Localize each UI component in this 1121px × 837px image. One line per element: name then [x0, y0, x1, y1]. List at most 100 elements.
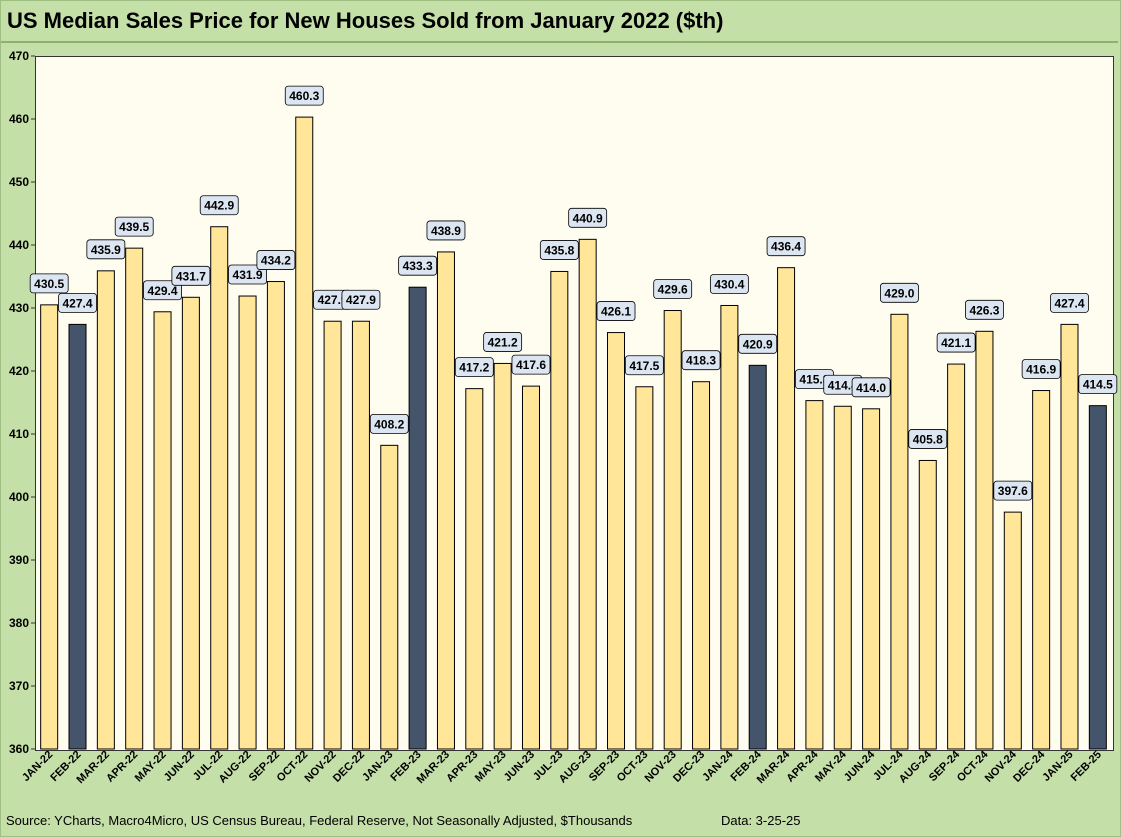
bar: [890, 313, 909, 750]
bar: [862, 408, 881, 750]
data-label: 431.7: [176, 269, 206, 283]
data-label-box: [851, 377, 891, 398]
data-label: 397.6: [998, 484, 1028, 498]
data-label: 418.3: [686, 354, 716, 368]
x-tick-label: AUG-24: [897, 748, 935, 786]
bar: [436, 251, 455, 750]
data-label: 405.8: [913, 432, 943, 446]
bar: [1003, 511, 1022, 750]
bar: [380, 444, 399, 750]
bar: [465, 388, 484, 750]
data-label: 426.3: [969, 303, 999, 317]
bar: [210, 226, 229, 750]
x-tick-label: DEC-23: [671, 749, 707, 785]
data-label-box: [965, 299, 1004, 320]
y-tick-label: 400: [9, 490, 29, 504]
data-label: 430.4: [714, 277, 744, 291]
bar: [323, 320, 342, 750]
x-tick-label: JUN-22: [162, 749, 197, 784]
data-label-box: [369, 413, 409, 434]
bar: [238, 295, 257, 750]
data-label-box: [454, 357, 494, 378]
bar: [578, 238, 597, 750]
data-label-box: [908, 429, 948, 449]
data-label: 460.3: [289, 89, 319, 103]
bar: [777, 267, 796, 750]
bar: [1060, 323, 1079, 750]
data-label-box: [86, 239, 126, 260]
x-tick-label: JUN-24: [842, 748, 878, 784]
data-label: 439.5: [119, 220, 149, 234]
data-label: 420.9: [743, 337, 773, 351]
bar: [833, 405, 852, 750]
data-label-box: [709, 274, 749, 294]
data-label: 429.0: [884, 286, 914, 300]
data-label: 417.6: [516, 358, 546, 372]
data-label-box: [738, 333, 778, 354]
data-label-box: [1050, 292, 1089, 313]
source-note: Source: YCharts, Macro4Micro, US Census …: [6, 813, 633, 828]
data-label: 427.4: [62, 296, 92, 310]
bar: [635, 386, 654, 750]
data-label-box: [1021, 359, 1061, 379]
bar: [68, 323, 87, 750]
data-label: 435.8: [544, 243, 574, 257]
x-tick-label: DEC-24: [1011, 748, 1048, 785]
bar: [720, 304, 739, 750]
bar: [663, 310, 682, 750]
x-tick-label: JUN-23: [502, 749, 537, 784]
data-label: 417.2: [459, 361, 489, 375]
data-date: Data: 3-25-25: [721, 813, 801, 828]
data-label-box: [426, 220, 466, 241]
y-tick-label: 430: [9, 301, 29, 315]
data-label-box: [284, 85, 324, 106]
data-label-box: [256, 250, 296, 270]
data-label-box: [766, 236, 806, 257]
x-tick-label: MAY-24: [813, 748, 849, 784]
data-label: 416.9: [1026, 363, 1056, 377]
bar: [947, 363, 966, 750]
bar: [266, 281, 285, 750]
bar: [295, 116, 314, 750]
data-label: 421.1: [941, 336, 971, 350]
data-label: 430.5: [34, 277, 64, 291]
data-label: 435.9: [91, 243, 121, 257]
x-tick-label: MAY-22: [133, 749, 169, 785]
data-label-box: [143, 280, 182, 301]
data-label-box: [114, 216, 154, 237]
data-label-box: [653, 279, 693, 299]
data-label-box: [341, 289, 381, 310]
x-tick-label: FEB-25: [1069, 749, 1104, 784]
y-tick-label: 460: [9, 112, 29, 126]
data-label: 442.9: [204, 199, 234, 213]
y-tick-label: 440: [9, 238, 29, 252]
data-label-box: [1078, 374, 1118, 395]
bar: [96, 270, 115, 750]
bar: [1032, 390, 1051, 750]
data-label: 431.9: [233, 268, 263, 282]
data-label-box: [624, 355, 664, 376]
data-label-box: [681, 350, 721, 371]
data-label: 421.2: [488, 335, 518, 349]
data-label-box: [398, 255, 438, 276]
y-tick-label: 380: [9, 616, 29, 630]
data-label-box: [483, 332, 523, 352]
data-label-box: [58, 292, 97, 313]
chart-title: US Median Sales Price for New Houses Sol…: [7, 8, 724, 33]
data-label: 426.1: [601, 305, 631, 319]
y-tick-label: 370: [9, 679, 29, 693]
data-label-box: [539, 240, 579, 260]
data-label-box: [29, 273, 69, 294]
data-label-box: [880, 282, 919, 303]
x-tick-label: JAN-25: [1040, 749, 1075, 784]
bar: [521, 385, 540, 750]
data-label: 427.9: [318, 293, 348, 307]
bar: [493, 362, 512, 750]
data-label: 414.0: [856, 381, 886, 395]
title-bar: US Median Sales Price for New Houses Sol…: [1, 1, 1118, 43]
y-tick-label: 360: [9, 742, 29, 756]
data-label: 414.4: [828, 378, 858, 392]
data-label-box: [171, 265, 211, 286]
data-label-box: [228, 264, 267, 285]
